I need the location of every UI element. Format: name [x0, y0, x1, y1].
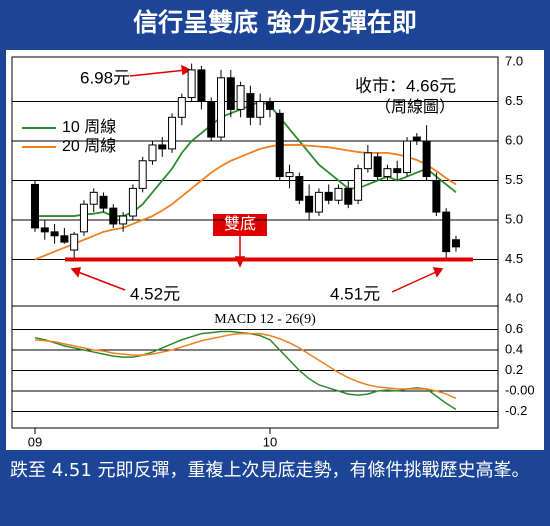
candle-body — [187, 69, 196, 99]
candle-body — [89, 191, 98, 205]
candle-body — [432, 180, 441, 213]
candle-body — [393, 168, 402, 174]
candle-body — [403, 140, 412, 174]
y-tick-label: 0.6 — [505, 321, 523, 336]
candle-body — [70, 233, 79, 251]
candle-body — [451, 239, 460, 248]
candle-body — [324, 191, 333, 201]
candle-body — [50, 231, 59, 237]
candle-body — [207, 101, 216, 138]
candle-body — [197, 69, 206, 103]
header-title: 信行呈雙底 強力反彈在即 — [133, 8, 417, 37]
y-tick-label: -0.00 — [505, 382, 535, 397]
series-line — [34, 332, 457, 399]
candle-body — [363, 152, 372, 170]
candle-body — [354, 168, 363, 201]
candle-body — [226, 77, 235, 110]
candle-body — [275, 112, 284, 178]
candle-body — [236, 85, 245, 110]
candle-body — [295, 176, 304, 201]
candle-body — [99, 195, 108, 209]
candle-body — [344, 187, 353, 205]
candle-body — [442, 211, 451, 253]
y-tick-label: 4.5 — [505, 251, 523, 266]
y-tick-label: 6.0 — [505, 132, 523, 147]
series-line — [34, 144, 457, 261]
candle-body — [334, 187, 343, 201]
annotation: 6.98元 — [80, 68, 130, 87]
annotation: 雙底 — [224, 215, 256, 233]
candle-body — [119, 215, 128, 225]
y-tick-label: -0.2 — [505, 403, 527, 418]
candle-body — [217, 77, 226, 138]
y-tick-label: 6.5 — [505, 93, 523, 108]
candle-body — [31, 183, 39, 229]
candle-body — [79, 203, 88, 233]
y-tick-label: 0.2 — [505, 362, 523, 377]
candle-body — [40, 227, 49, 233]
y-tick-label: 5.5 — [505, 172, 523, 187]
annotation: 4.51元 — [330, 284, 380, 303]
candle-body — [109, 207, 118, 225]
candle-body — [412, 136, 421, 142]
candle-body — [138, 160, 147, 189]
legend-label: 20 周線 — [62, 137, 116, 155]
series-line — [35, 100, 457, 217]
candle-body — [168, 116, 177, 150]
candle-body — [314, 191, 323, 213]
candle-body — [128, 187, 137, 217]
candle-body — [60, 235, 69, 243]
chart-background — [6, 50, 544, 450]
candle-body — [148, 144, 157, 162]
candle-body — [177, 97, 186, 118]
y-tick-label: 5.0 — [505, 211, 523, 226]
candle-body — [305, 195, 314, 213]
y-tick-label: 4.0 — [505, 290, 523, 305]
annotation-arrows — [70, 64, 444, 293]
candle-body — [158, 144, 167, 150]
candle-body — [373, 156, 382, 178]
annotation: 4.52元 — [130, 284, 180, 303]
caption: 跌至 4.51 元即反彈，重複上次見底走勢，有條件挑戰歷史高峯。 — [10, 460, 530, 481]
x-tick-label: 09 — [28, 434, 42, 449]
candle-body — [246, 93, 255, 118]
candle-body — [285, 172, 294, 178]
annotation: （周線圖） — [375, 98, 455, 116]
macd-panel — [11, 305, 499, 429]
annotation: 收市：4.66元 — [355, 76, 456, 95]
y-tick-label: 7.0 — [505, 53, 523, 68]
candle-body — [422, 140, 431, 178]
y-tick-label: 0.4 — [505, 341, 523, 356]
candle-body — [383, 168, 392, 178]
legend-label: 10 周線 — [62, 118, 116, 136]
candle-body — [265, 101, 274, 110]
candle-body — [256, 101, 265, 118]
x-tick-label: 10 — [263, 434, 277, 449]
panel-title: MACD 12 - 26(9) — [214, 312, 316, 327]
